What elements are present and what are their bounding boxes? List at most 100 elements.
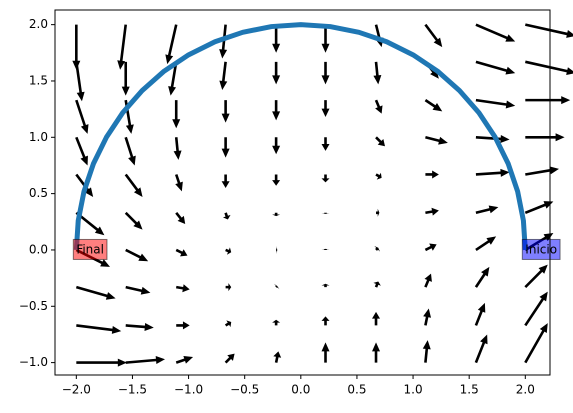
arrow	[124, 136, 136, 166]
arrow	[525, 96, 571, 105]
annotation-text: Inicio	[525, 242, 557, 256]
arrow	[272, 61, 281, 85]
arrow	[524, 291, 548, 327]
arrow	[321, 24, 330, 53]
arrow	[425, 207, 439, 216]
arrow	[72, 24, 81, 70]
arrow	[168, 61, 178, 96]
arrow	[424, 273, 432, 288]
arrow	[474, 302, 486, 326]
arrow	[474, 266, 490, 288]
plot-frame	[54, 9, 551, 376]
arrow	[475, 23, 516, 42]
arrow	[117, 24, 128, 70]
arrow	[425, 136, 448, 145]
arrow	[524, 264, 548, 289]
arrow	[175, 355, 194, 364]
arrow	[424, 99, 443, 112]
annotation-box	[72, 238, 108, 260]
arrow	[276, 245, 278, 254]
arrow	[76, 324, 122, 334]
arrow	[374, 99, 383, 114]
arrow	[321, 283, 330, 288]
arrow	[273, 351, 282, 363]
x-tick-label: 0.0	[291, 383, 310, 397]
arrow	[272, 174, 281, 186]
arrow	[272, 319, 281, 326]
arrow	[321, 342, 330, 363]
arrow	[376, 208, 380, 217]
arrow	[174, 174, 183, 192]
arrow	[375, 136, 385, 147]
arrow	[475, 98, 516, 109]
arrow	[75, 285, 116, 300]
arrow	[424, 23, 443, 48]
arrow	[321, 316, 330, 326]
arrow	[125, 285, 151, 295]
arrow	[525, 23, 573, 38]
y-tick-label: −0.5	[19, 299, 48, 313]
arrow	[374, 246, 380, 252]
arrow	[221, 137, 230, 158]
x-tick-label: −0.5	[230, 383, 259, 397]
annotation: Inicio	[521, 238, 561, 260]
arrow	[165, 24, 178, 65]
x-tick-label: 1.0	[404, 383, 423, 397]
arrow	[372, 311, 381, 326]
arrow	[321, 100, 330, 118]
arrow	[173, 137, 182, 160]
y-tick-label: −1.0	[19, 355, 48, 369]
arrow	[124, 173, 143, 198]
arrow	[225, 283, 232, 292]
arrow	[475, 236, 497, 252]
arrow	[373, 281, 381, 288]
arrow	[474, 334, 488, 364]
arrow	[321, 212, 330, 214]
x-tick-label: −1.5	[118, 383, 147, 397]
arrow	[424, 243, 437, 252]
path-line	[73, 22, 528, 251]
x-tick-label: 1.5	[460, 383, 479, 397]
arrow	[321, 61, 330, 85]
annotation: Final	[72, 238, 108, 260]
arrow	[121, 61, 130, 96]
arrow	[76, 358, 127, 367]
x-tick-label: 0.5	[347, 383, 366, 397]
y-tick-label: 1.5	[29, 73, 48, 87]
x-tick-label: −1.0	[174, 383, 203, 397]
arrow	[422, 340, 431, 363]
arrow	[176, 321, 190, 330]
arrow	[124, 211, 143, 230]
y-tick-label: 1.0	[29, 130, 48, 144]
arrow	[224, 353, 235, 364]
y-tick-label: 0.5	[29, 186, 48, 200]
arrow	[75, 136, 88, 166]
arrow	[224, 320, 232, 328]
arrow	[272, 212, 281, 217]
arrow	[75, 61, 85, 102]
arrow	[175, 211, 186, 225]
arrow	[125, 248, 149, 262]
y-tick-label: 2.0	[29, 17, 48, 31]
annotation-text: Final	[76, 242, 104, 256]
arrow	[321, 174, 330, 183]
arrow	[475, 60, 516, 75]
arrow	[525, 166, 559, 176]
annotation-box	[521, 238, 561, 260]
arrow	[321, 248, 330, 250]
x-tick-label: −2.0	[62, 383, 91, 397]
arrow	[176, 284, 190, 293]
arrow	[272, 100, 281, 121]
arrow	[225, 247, 232, 255]
arrow	[524, 201, 554, 214]
arrow	[475, 205, 499, 215]
arrow	[222, 212, 231, 220]
arrow	[125, 322, 154, 331]
arrow	[525, 60, 573, 76]
arrow	[423, 308, 432, 326]
arrow	[219, 61, 228, 90]
arrow	[525, 133, 565, 142]
arrow	[172, 100, 181, 129]
arrow	[125, 356, 165, 364]
